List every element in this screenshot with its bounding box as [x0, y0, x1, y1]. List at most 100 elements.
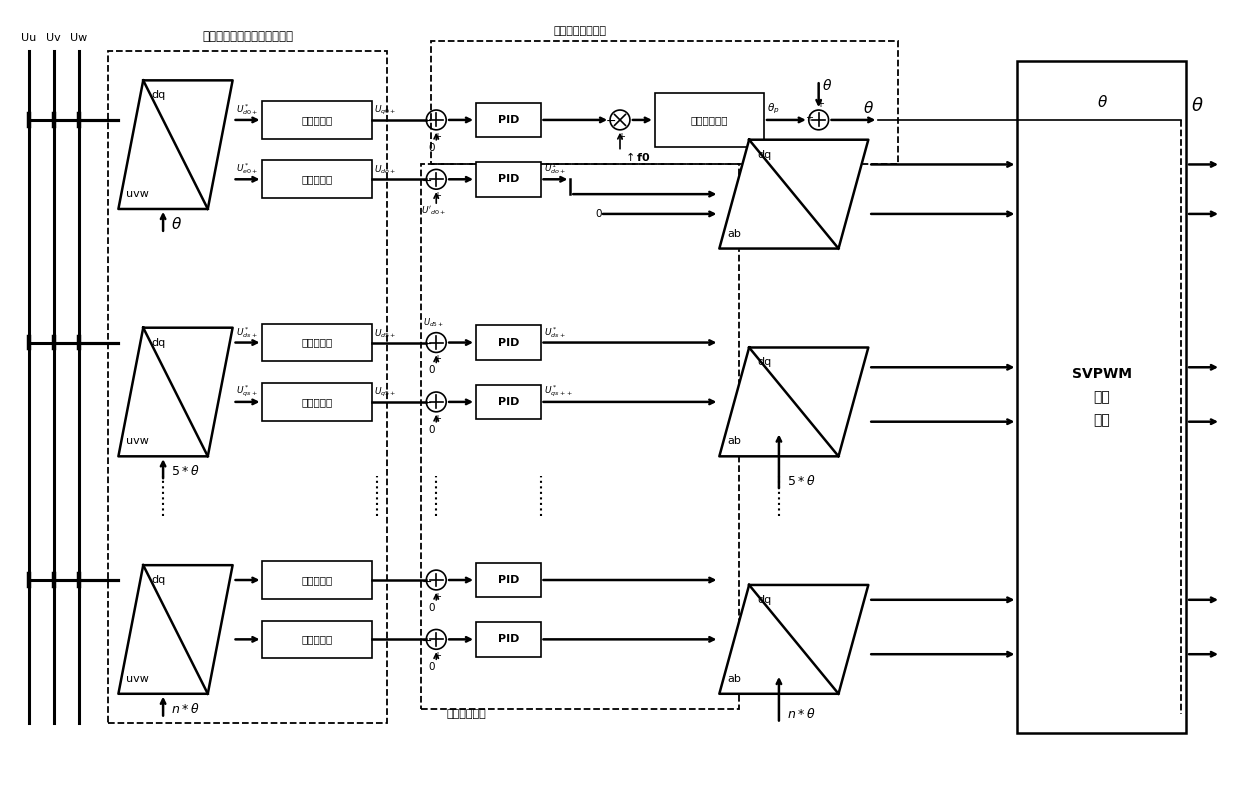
Text: uvw: uvw: [126, 189, 149, 199]
Bar: [476, 102, 541, 137]
Text: +: +: [433, 414, 441, 423]
Bar: [108, 50, 387, 723]
Text: 电压解耦及谐波电压提取单元: 电压解耦及谐波电压提取单元: [202, 30, 293, 42]
Text: $U_{d5+}$: $U_{d5+}$: [423, 316, 444, 329]
Text: $n*\theta$: $n*\theta$: [787, 707, 816, 721]
Text: $U^*_{d0+}$: $U^*_{d0+}$: [236, 102, 258, 117]
Polygon shape: [118, 327, 233, 456]
Text: +: +: [805, 113, 812, 123]
Text: dq: dq: [151, 338, 165, 348]
Polygon shape: [719, 348, 868, 456]
Bar: [476, 622, 541, 656]
Text: PID: PID: [497, 634, 520, 645]
Text: +: +: [618, 131, 625, 142]
Text: $\theta$: $\theta$: [822, 78, 832, 93]
Bar: [476, 385, 541, 419]
Text: −: −: [422, 635, 433, 648]
Bar: [263, 383, 372, 421]
Text: Uu: Uu: [21, 33, 37, 42]
Text: +: +: [433, 592, 441, 602]
Text: $\theta$: $\theta$: [1096, 94, 1107, 110]
Text: dq: dq: [758, 150, 771, 160]
Text: $\theta$: $\theta$: [1192, 97, 1204, 115]
Text: $U_{q0+}$: $U_{q0+}$: [373, 104, 396, 117]
Text: uvw: uvw: [126, 437, 149, 446]
Text: 低通滤波器: 低通滤波器: [301, 338, 332, 348]
Text: 低通滤波器: 低通滤波器: [301, 634, 332, 645]
Text: SVPWM
脉冲
生成: SVPWM 脉冲 生成: [1071, 368, 1132, 427]
Text: 0: 0: [595, 209, 601, 219]
Text: dq: dq: [758, 595, 771, 605]
Text: dq: dq: [758, 357, 771, 368]
Text: +: +: [816, 99, 823, 109]
Text: 低通滤波器: 低通滤波器: [301, 115, 332, 125]
Text: 0: 0: [428, 425, 434, 434]
Text: 谐波消除单元: 谐波消除单元: [446, 708, 486, 719]
Text: dq: dq: [151, 575, 165, 585]
Text: −: −: [422, 175, 433, 188]
Bar: [263, 101, 372, 139]
Text: $U^1_{do+}$: $U^1_{do+}$: [543, 161, 565, 176]
Bar: [263, 561, 372, 599]
Text: 0: 0: [428, 603, 434, 613]
Text: $5*\theta$: $5*\theta$: [787, 474, 816, 488]
Text: 频率角度折算: 频率角度折算: [691, 115, 728, 125]
Text: PID: PID: [497, 115, 520, 125]
Text: $\theta_p$: $\theta_p$: [768, 102, 780, 116]
Text: $\theta$: $\theta$: [863, 100, 874, 116]
Text: Uv: Uv: [46, 33, 61, 42]
Text: $5*\theta$: $5*\theta$: [171, 464, 200, 478]
Text: $\uparrow$f0: $\uparrow$f0: [622, 150, 651, 163]
Text: $U^*_{e0+}$: $U^*_{e0+}$: [236, 161, 258, 176]
Text: $U^*_{qs+}$: $U^*_{qs+}$: [236, 383, 258, 399]
Text: 0: 0: [428, 142, 434, 153]
Text: uvw: uvw: [126, 674, 149, 684]
Text: $\theta$: $\theta$: [171, 216, 182, 232]
Bar: [263, 621, 372, 658]
Text: PID: PID: [497, 575, 520, 585]
Text: PID: PID: [497, 397, 520, 407]
Text: 低通滤波器: 低通滤波器: [301, 397, 332, 407]
Bar: [263, 323, 372, 361]
Text: −: −: [422, 116, 433, 128]
Text: $U_{do+}$: $U_{do+}$: [373, 164, 396, 176]
Text: ab: ab: [728, 674, 742, 684]
Bar: [476, 162, 541, 197]
Text: 低通滤波器: 低通滤波器: [301, 575, 332, 585]
Bar: [263, 161, 372, 198]
Bar: [432, 41, 898, 164]
Text: −: −: [422, 397, 433, 410]
Text: 低通滤波器: 低通滤波器: [301, 174, 332, 184]
Text: dq: dq: [151, 91, 165, 100]
Text: $U^*_{ds+}$: $U^*_{ds+}$: [543, 325, 565, 339]
Text: $U^*_{ds+}$: $U^*_{ds+}$: [236, 325, 258, 339]
Polygon shape: [118, 565, 233, 694]
Text: $n*\theta$: $n*\theta$: [171, 702, 200, 715]
Text: 0: 0: [428, 365, 434, 375]
Bar: [1017, 61, 1187, 733]
Text: $U'_{d0+}$: $U'_{d0+}$: [420, 204, 446, 216]
Text: +: +: [433, 191, 441, 201]
Text: PID: PID: [497, 338, 520, 348]
Text: 谐波消除锁相单元: 谐波消除锁相单元: [554, 26, 606, 36]
Polygon shape: [719, 585, 868, 694]
Text: −: −: [422, 338, 433, 351]
Text: $U_{d5+}$: $U_{d5+}$: [373, 327, 396, 339]
Text: +: +: [433, 651, 441, 661]
Bar: [476, 563, 541, 597]
Text: +: +: [433, 131, 441, 142]
Text: +: +: [433, 354, 441, 364]
Bar: [655, 93, 764, 147]
Text: 0: 0: [428, 662, 434, 672]
Text: Uw: Uw: [69, 33, 87, 42]
Bar: [422, 164, 739, 708]
Polygon shape: [719, 140, 868, 249]
Text: −: −: [606, 116, 616, 128]
Polygon shape: [118, 80, 233, 209]
Text: PID: PID: [497, 174, 520, 184]
Text: ab: ab: [728, 229, 742, 238]
Text: $U_{q5+}$: $U_{q5+}$: [373, 386, 396, 399]
Text: −: −: [422, 575, 433, 589]
Bar: [476, 325, 541, 360]
Text: ab: ab: [728, 437, 742, 446]
